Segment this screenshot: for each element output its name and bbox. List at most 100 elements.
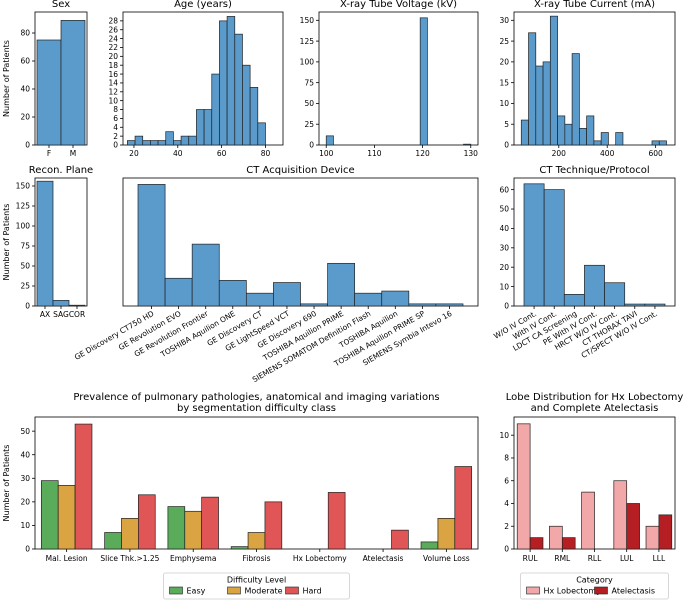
y-axis-label: Number of Patients bbox=[2, 40, 11, 117]
bar-moderate bbox=[121, 518, 139, 550]
y-tick-label: 125 bbox=[16, 202, 31, 211]
bar bbox=[435, 303, 464, 307]
histogram-bar bbox=[180, 135, 190, 146]
x-tick-label: 40 bbox=[173, 149, 183, 158]
x-tick-label: 20 bbox=[129, 149, 139, 158]
chart-title-line: Prevalence of pulmonary pathologies, ana… bbox=[73, 392, 439, 403]
y-tick-label: 50 bbox=[20, 427, 30, 436]
y-tick-label: 4 bbox=[504, 499, 509, 508]
histogram-bar bbox=[528, 32, 537, 146]
bar-moderate bbox=[184, 510, 203, 550]
panel-tube-current: 0 5 10 15 20 25 30 200 400 600 X-ray Tube Current … bbox=[499, 0, 676, 158]
bar-easy bbox=[420, 541, 439, 550]
y-tick-label: 60 bbox=[20, 57, 30, 66]
bar bbox=[218, 280, 247, 307]
bar-moderate bbox=[247, 532, 266, 550]
x-tick-label: 100 bbox=[319, 149, 334, 158]
y-tick-label: 25 bbox=[20, 282, 30, 291]
axes-frame bbox=[34, 416, 479, 550]
y-tick-label: 6 bbox=[504, 476, 509, 485]
bar bbox=[36, 180, 54, 307]
bar bbox=[563, 294, 585, 307]
legend-swatch bbox=[169, 586, 183, 595]
histogram-bar bbox=[203, 109, 213, 146]
histogram-bar bbox=[535, 65, 544, 146]
x-tick-label: 120 bbox=[415, 149, 430, 158]
y-tick-label: 40 bbox=[20, 450, 30, 459]
bar-atelectasis bbox=[658, 514, 673, 550]
bar-easy bbox=[104, 532, 122, 550]
histogram-bar bbox=[196, 109, 205, 146]
y-tick-label: 25 bbox=[499, 37, 509, 46]
x-tick-label: COR bbox=[69, 310, 85, 319]
x-tick-label: 60 bbox=[217, 149, 227, 158]
legend-title: Difficulty Level bbox=[227, 576, 286, 585]
y-tick-label: 14 bbox=[108, 79, 118, 88]
legend-swatch bbox=[526, 586, 540, 595]
x-tick-label: RML bbox=[554, 554, 571, 563]
y-tick-label: 30 bbox=[20, 474, 30, 483]
bar-hx-lobectomy bbox=[581, 491, 595, 550]
legend-title: Category bbox=[576, 576, 613, 585]
y-tick-label: 2 bbox=[504, 522, 509, 531]
y-tick-label: 0 bbox=[309, 141, 314, 150]
y-tick-label: 10 bbox=[20, 521, 30, 530]
x-tick-label: Fibrosis bbox=[242, 554, 270, 563]
y-tick-label: 18 bbox=[108, 61, 118, 70]
histogram-bar bbox=[658, 140, 667, 146]
y-tick-label: 100 bbox=[300, 58, 315, 67]
histogram-bar bbox=[173, 140, 182, 146]
chart-title: X-ray Tube Current (mA) bbox=[534, 0, 655, 10]
bar-atelectasis bbox=[561, 537, 576, 550]
histogram-bar bbox=[165, 131, 174, 146]
legend-label: Hx Lobectomy bbox=[544, 587, 602, 596]
y-axis-label: Number of Patients bbox=[2, 445, 11, 522]
y-tick-label: 75 bbox=[304, 78, 314, 87]
histogram-bar bbox=[234, 33, 243, 146]
histogram-bar bbox=[586, 115, 595, 146]
histogram-bar bbox=[257, 122, 266, 146]
chart-title: Sex bbox=[52, 0, 70, 10]
y-tick-label: 0 bbox=[504, 302, 509, 311]
y-tick-label: 0 bbox=[25, 545, 30, 554]
bar bbox=[584, 264, 605, 307]
bar bbox=[408, 303, 437, 307]
histogram-bar bbox=[615, 132, 624, 146]
histogram-bar bbox=[211, 73, 220, 146]
bar bbox=[273, 282, 301, 307]
y-tick-label: 150 bbox=[300, 16, 315, 25]
y-tick-label: 2 bbox=[113, 132, 118, 141]
chart-title-line: Lobe Distribution for Hx Lobectomy bbox=[506, 392, 684, 403]
histogram-bar bbox=[249, 87, 259, 146]
legend-label: Hard bbox=[303, 587, 322, 596]
x-tick-label: Slice Thk.>1.25 bbox=[100, 554, 159, 563]
x-tick-label: 110 bbox=[367, 149, 382, 158]
y-tick-label: 4 bbox=[113, 123, 118, 132]
bar-moderate bbox=[437, 518, 456, 550]
y-tick-label: 6 bbox=[113, 114, 118, 123]
y-tick-label: 20 bbox=[499, 263, 509, 272]
chart-title: Age (years) bbox=[174, 0, 232, 10]
x-tick-label: 200 bbox=[552, 149, 567, 158]
x-tick-label: Hx Lobectomy bbox=[293, 554, 347, 563]
histogram-bar bbox=[134, 135, 144, 146]
bar-hx-lobectomy bbox=[613, 480, 628, 550]
y-tick-label: 0 bbox=[113, 141, 118, 150]
axes-frame bbox=[318, 11, 479, 146]
y-tick-label: 20 bbox=[108, 52, 118, 61]
bar-easy bbox=[230, 546, 249, 550]
legend-box bbox=[520, 572, 669, 600]
y-tick-label: 26 bbox=[108, 25, 118, 34]
y-tick-label: 100 bbox=[16, 222, 31, 231]
x-tick-label: RUL bbox=[523, 554, 539, 563]
bar bbox=[381, 290, 410, 307]
x-tick-label: 80 bbox=[261, 149, 271, 158]
legend-swatch bbox=[594, 586, 608, 595]
y-tick-label: 40 bbox=[499, 224, 509, 233]
y-tick-label: 150 bbox=[16, 182, 31, 191]
x-tick-label: 600 bbox=[648, 149, 663, 158]
histogram-bar bbox=[219, 20, 228, 146]
histogram-bar bbox=[419, 17, 428, 146]
bar-hard bbox=[327, 492, 346, 550]
